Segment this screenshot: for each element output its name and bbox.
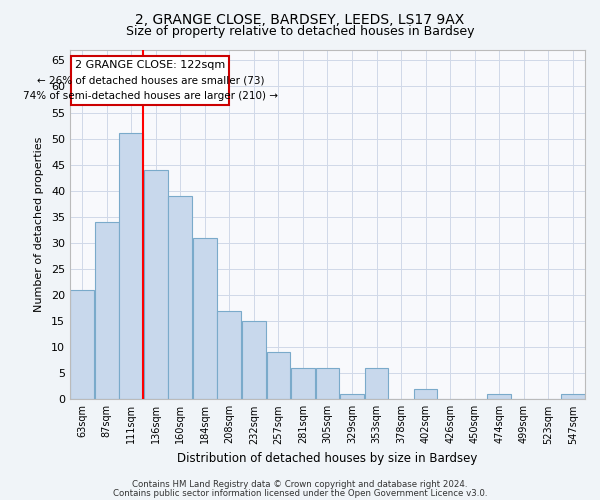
Bar (242, 321, 266, 400)
Bar (169, 196, 192, 400)
Bar (413, 389, 437, 400)
Bar (95, 222, 119, 400)
Bar (70, 290, 94, 400)
Bar (291, 368, 315, 400)
Text: 2, GRANGE CLOSE, BARDSEY, LEEDS, LS17 9AX: 2, GRANGE CLOSE, BARDSEY, LEEDS, LS17 9A… (136, 12, 464, 26)
Y-axis label: Number of detached properties: Number of detached properties (34, 137, 44, 312)
Bar (365, 368, 388, 400)
Bar (487, 394, 511, 400)
Bar (266, 352, 290, 400)
Bar (561, 394, 584, 400)
Bar (340, 394, 364, 400)
Bar (71, 56, 229, 104)
Text: Contains public sector information licensed under the Open Government Licence v3: Contains public sector information licen… (113, 488, 487, 498)
Text: 74% of semi-detached houses are larger (210) →: 74% of semi-detached houses are larger (… (23, 91, 278, 101)
Bar (119, 134, 143, 400)
Text: Contains HM Land Registry data © Crown copyright and database right 2024.: Contains HM Land Registry data © Crown c… (132, 480, 468, 489)
Bar (144, 170, 168, 400)
Bar (193, 238, 217, 400)
Text: ← 26% of detached houses are smaller (73): ← 26% of detached houses are smaller (73… (37, 76, 264, 86)
Text: Size of property relative to detached houses in Bardsey: Size of property relative to detached ho… (126, 25, 474, 38)
Bar (316, 368, 340, 400)
X-axis label: Distribution of detached houses by size in Bardsey: Distribution of detached houses by size … (178, 452, 478, 465)
Text: 2 GRANGE CLOSE: 122sqm: 2 GRANGE CLOSE: 122sqm (75, 60, 226, 70)
Bar (217, 310, 241, 400)
